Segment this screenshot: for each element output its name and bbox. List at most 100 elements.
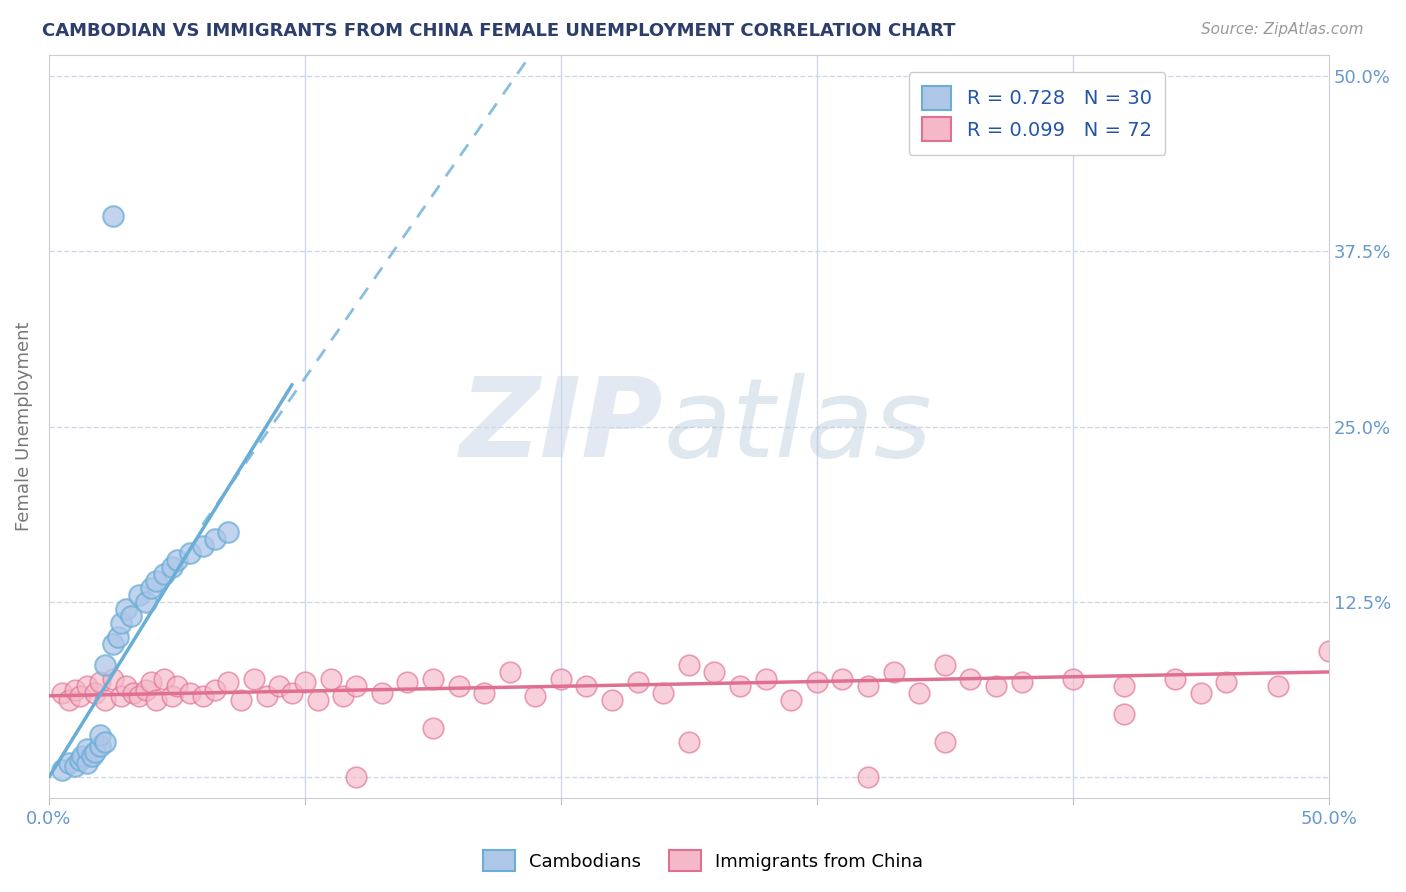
Point (344, 679, 367, 693)
Legend: R = 0.728   N = 30, R = 0.099   N = 72: R = 0.728 N = 30, R = 0.099 N = 72 (908, 72, 1166, 154)
Point (153, 566, 176, 581)
Legend: Cambodians, Immigrants from China: Cambodians, Immigrants from China (475, 843, 931, 879)
Point (128, 689, 150, 703)
Point (550, 672, 572, 686)
Point (1062, 672, 1084, 686)
Point (89, 739, 111, 754)
Text: CAMBODIAN VS IMMIGRANTS FROM CHINA FEMALE UNEMPLOYMENT CORRELATION CHART: CAMBODIAN VS IMMIGRANTS FROM CHINA FEMAL… (42, 22, 956, 40)
Point (627, 674, 650, 689)
Point (1189, 686, 1212, 700)
Point (678, 657, 700, 672)
Point (1164, 672, 1187, 686)
Point (370, 686, 392, 700)
Point (1215, 674, 1237, 689)
Point (600, 693, 623, 707)
Point (69, 689, 91, 703)
Point (160, 689, 183, 703)
Point (122, 686, 145, 700)
Point (101, 672, 124, 686)
Text: ZIP: ZIP (460, 373, 664, 480)
Point (959, 672, 981, 686)
Point (1011, 674, 1033, 689)
Point (114, 679, 136, 693)
Text: atlas: atlas (664, 373, 932, 480)
Point (135, 683, 157, 698)
Point (344, 770, 367, 784)
Point (145, 574, 167, 588)
Point (110, 689, 132, 703)
Point (94, 693, 117, 707)
Point (94, 735, 117, 749)
Point (242, 672, 264, 686)
Point (217, 524, 239, 539)
Point (332, 689, 354, 703)
Point (229, 693, 252, 707)
Point (575, 679, 598, 693)
Point (204, 532, 226, 546)
Point (179, 686, 201, 700)
Point (141, 674, 163, 689)
Point (70, 749, 93, 764)
Point (76, 756, 98, 770)
Point (499, 665, 522, 679)
Point (135, 595, 157, 609)
Point (934, 657, 956, 672)
Point (780, 693, 803, 707)
Point (94, 657, 117, 672)
Point (84, 745, 107, 759)
Point (447, 679, 470, 693)
Point (831, 672, 853, 686)
Point (179, 546, 201, 560)
Y-axis label: Female Unemployment: Female Unemployment (15, 322, 32, 532)
Point (984, 679, 1007, 693)
Point (217, 674, 239, 689)
Point (204, 683, 226, 698)
Point (396, 674, 419, 689)
Point (153, 672, 176, 686)
Point (307, 693, 329, 707)
Point (524, 689, 547, 703)
Point (166, 553, 188, 567)
Point (191, 689, 214, 703)
Point (703, 665, 725, 679)
Point (856, 679, 879, 693)
Point (166, 679, 188, 693)
Point (728, 679, 751, 693)
Point (101, 210, 124, 224)
Point (472, 686, 495, 700)
Point (281, 686, 304, 700)
Point (1267, 679, 1289, 693)
Point (755, 672, 778, 686)
Point (191, 539, 214, 553)
Point (145, 693, 167, 707)
Point (908, 686, 931, 700)
Point (114, 602, 136, 616)
Point (883, 665, 905, 679)
Point (76, 742, 98, 756)
Point (294, 674, 316, 689)
Point (101, 637, 124, 651)
Point (69, 753, 91, 767)
Point (269, 679, 291, 693)
Point (120, 608, 142, 623)
Point (128, 588, 150, 602)
Point (110, 615, 132, 630)
Point (319, 672, 342, 686)
Point (51, 763, 73, 777)
Point (652, 686, 675, 700)
Point (58, 693, 80, 707)
Point (84, 686, 107, 700)
Point (63, 683, 86, 698)
Point (1112, 679, 1135, 693)
Text: Source: ZipAtlas.com: Source: ZipAtlas.com (1201, 22, 1364, 37)
Point (89, 674, 111, 689)
Point (678, 735, 700, 749)
Point (89, 728, 111, 742)
Point (422, 672, 444, 686)
Point (160, 559, 183, 574)
Point (76, 679, 98, 693)
Point (856, 770, 879, 784)
Point (806, 674, 828, 689)
Point (422, 721, 444, 735)
Point (51, 686, 73, 700)
